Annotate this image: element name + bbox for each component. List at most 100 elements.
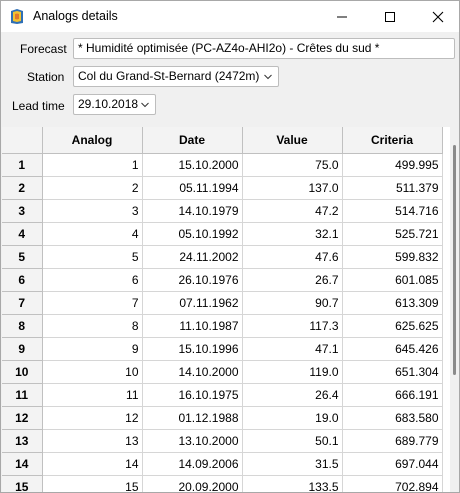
cell-date[interactable]: 15.10.1996	[142, 337, 243, 361]
column-header-analog[interactable]: Analog	[42, 127, 143, 154]
minimize-button[interactable]	[319, 1, 365, 32]
station-dropdown[interactable]: Col du Grand-St-Bernard (2472m)	[73, 66, 279, 87]
cell-value[interactable]: 47.6	[242, 245, 343, 269]
table-row[interactable]: 6 6 26.10.1976 26.7 601.085	[2, 268, 443, 292]
cell-analog[interactable]: 7	[42, 291, 143, 315]
row-header[interactable]: 1	[2, 153, 43, 177]
row-header[interactable]: 13	[2, 429, 43, 453]
cell-date[interactable]: 11.10.1987	[142, 314, 243, 338]
row-header[interactable]: 11	[2, 383, 43, 407]
column-header-criteria[interactable]: Criteria	[342, 127, 443, 154]
cell-date[interactable]: 14.10.1979	[142, 199, 243, 223]
cell-criteria[interactable]: 645.426	[342, 337, 443, 361]
table-row[interactable]: 10 10 14.10.2000 119.0 651.304	[2, 360, 443, 384]
table-row[interactable]: 2 2 05.11.1994 137.0 511.379	[2, 176, 443, 200]
cell-analog[interactable]: 3	[42, 199, 143, 223]
cell-date[interactable]: 05.11.1994	[142, 176, 243, 200]
cell-analog[interactable]: 13	[42, 429, 143, 453]
row-header[interactable]: 12	[2, 406, 43, 430]
cell-value[interactable]: 19.0	[242, 406, 343, 430]
row-header[interactable]: 15	[2, 475, 43, 492]
cell-date[interactable]: 20.09.2000	[142, 475, 243, 492]
cell-analog[interactable]: 1	[42, 153, 143, 177]
row-header[interactable]: 6	[2, 268, 43, 292]
row-header[interactable]: 5	[2, 245, 43, 269]
table-row[interactable]: 9 9 15.10.1996 47.1 645.426	[2, 337, 443, 361]
row-header[interactable]: 14	[2, 452, 43, 476]
cell-value[interactable]: 137.0	[242, 176, 343, 200]
table-row[interactable]: 13 13 13.10.2000 50.1 689.779	[2, 429, 443, 453]
row-header[interactable]: 2	[2, 176, 43, 200]
cell-date[interactable]: 26.10.1976	[142, 268, 243, 292]
cell-analog[interactable]: 11	[42, 383, 143, 407]
column-header-date[interactable]: Date	[142, 127, 243, 154]
row-header[interactable]: 10	[2, 360, 43, 384]
table-row[interactable]: 5 5 24.11.2002 47.6 599.832	[2, 245, 443, 269]
cell-date[interactable]: 05.10.1992	[142, 222, 243, 246]
cell-date[interactable]: 13.10.2000	[142, 429, 243, 453]
cell-date[interactable]: 15.10.2000	[142, 153, 243, 177]
cell-date[interactable]: 01.12.1988	[142, 406, 243, 430]
cell-criteria[interactable]: 613.309	[342, 291, 443, 315]
cell-criteria[interactable]: 625.625	[342, 314, 443, 338]
grid-corner[interactable]	[2, 127, 43, 154]
cell-analog[interactable]: 9	[42, 337, 143, 361]
table-row[interactable]: 12 12 01.12.1988 19.0 683.580	[2, 406, 443, 430]
cell-value[interactable]: 50.1	[242, 429, 343, 453]
cell-date[interactable]: 07.11.1962	[142, 291, 243, 315]
table-row[interactable]: 7 7 07.11.1962 90.7 613.309	[2, 291, 443, 315]
row-header[interactable]: 4	[2, 222, 43, 246]
cell-value[interactable]: 32.1	[242, 222, 343, 246]
cell-criteria[interactable]: 499.995	[342, 153, 443, 177]
cell-date[interactable]: 14.09.2006	[142, 452, 243, 476]
forecast-field[interactable]: * Humidité optimisée (PC-AZ4o-AHI2o) - C…	[73, 38, 455, 59]
cell-value[interactable]: 47.1	[242, 337, 343, 361]
cell-date[interactable]: 14.10.2000	[142, 360, 243, 384]
cell-criteria[interactable]: 697.044	[342, 452, 443, 476]
cell-analog[interactable]: 6	[42, 268, 143, 292]
scrollbar-thumb[interactable]	[453, 145, 456, 375]
cell-value[interactable]: 26.7	[242, 268, 343, 292]
cell-value[interactable]: 26.4	[242, 383, 343, 407]
cell-value[interactable]: 31.5	[242, 452, 343, 476]
cell-criteria[interactable]: 525.721	[342, 222, 443, 246]
cell-analog[interactable]: 10	[42, 360, 143, 384]
column-header-value[interactable]: Value	[242, 127, 343, 154]
vertical-scrollbar[interactable]	[450, 127, 459, 492]
table-row[interactable]: 1 1 15.10.2000 75.0 499.995	[2, 153, 443, 177]
cell-criteria[interactable]: 702.894	[342, 475, 443, 492]
row-header[interactable]: 7	[2, 291, 43, 315]
cell-value[interactable]: 133.5	[242, 475, 343, 492]
cell-analog[interactable]: 5	[42, 245, 143, 269]
cell-criteria[interactable]: 601.085	[342, 268, 443, 292]
cell-criteria[interactable]: 511.379	[342, 176, 443, 200]
cell-criteria[interactable]: 514.716	[342, 199, 443, 223]
cell-value[interactable]: 90.7	[242, 291, 343, 315]
table-row[interactable]: 3 3 14.10.1979 47.2 514.716	[2, 199, 443, 223]
cell-analog[interactable]: 14	[42, 452, 143, 476]
cell-criteria[interactable]: 599.832	[342, 245, 443, 269]
cell-value[interactable]: 47.2	[242, 199, 343, 223]
row-header[interactable]: 9	[2, 337, 43, 361]
cell-value[interactable]: 75.0	[242, 153, 343, 177]
table-row[interactable]: 15 15 20.09.2000 133.5 702.894	[2, 475, 443, 492]
maximize-button[interactable]	[367, 1, 413, 32]
row-header[interactable]: 8	[2, 314, 43, 338]
cell-value[interactable]: 117.3	[242, 314, 343, 338]
cell-analog[interactable]: 4	[42, 222, 143, 246]
cell-analog[interactable]: 2	[42, 176, 143, 200]
cell-value[interactable]: 119.0	[242, 360, 343, 384]
leadtime-dropdown[interactable]: 29.10.2018	[73, 94, 156, 115]
row-header[interactable]: 3	[2, 199, 43, 223]
analogs-grid[interactable]: Analog Date Value Criteria 1 1 15.10.2000 7…	[2, 127, 450, 492]
cell-analog[interactable]: 12	[42, 406, 143, 430]
table-row[interactable]: 8 8 11.10.1987 117.3 625.625	[2, 314, 443, 338]
close-button[interactable]	[415, 1, 459, 32]
table-row[interactable]: 11 11 16.10.1975 26.4 666.191	[2, 383, 443, 407]
cell-date[interactable]: 16.10.1975	[142, 383, 243, 407]
cell-criteria[interactable]: 683.580	[342, 406, 443, 430]
cell-date[interactable]: 24.11.2002	[142, 245, 243, 269]
cell-criteria[interactable]: 666.191	[342, 383, 443, 407]
table-row[interactable]: 4 4 05.10.1992 32.1 525.721	[2, 222, 443, 246]
table-row[interactable]: 14 14 14.09.2006 31.5 697.044	[2, 452, 443, 476]
